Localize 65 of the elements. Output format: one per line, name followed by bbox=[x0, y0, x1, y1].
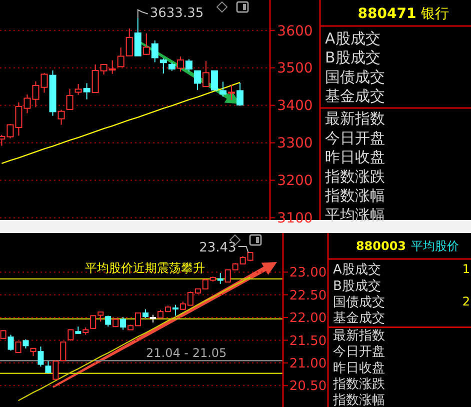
candlestick bbox=[66, 88, 74, 110]
candlestick bbox=[228, 84, 235, 101]
category-label: 指数涨跌 bbox=[324, 167, 385, 186]
candlestick bbox=[15, 342, 22, 353]
annotation: 23.43 bbox=[199, 240, 236, 256]
y-tick-label: 3600 bbox=[277, 23, 313, 40]
candlestick bbox=[120, 316, 126, 330]
candlestick bbox=[160, 58, 167, 74]
annotation: 3633.35 bbox=[150, 6, 204, 21]
category-label: B股成交 bbox=[333, 278, 381, 294]
data-label: 1 bbox=[462, 262, 470, 276]
category-label: A股成交 bbox=[333, 262, 381, 278]
candlestick bbox=[45, 360, 52, 374]
category-label: B股成交 bbox=[325, 48, 380, 67]
data-label: 2 bbox=[462, 294, 470, 309]
candlestick bbox=[83, 82, 90, 100]
y-tick-label: 21.50 bbox=[289, 334, 327, 349]
candlestick bbox=[172, 304, 178, 316]
category-label: 指数涨幅 bbox=[332, 393, 385, 407]
candlestick bbox=[8, 334, 14, 352]
category-label: 国债成交 bbox=[333, 294, 385, 310]
category-label: 平均涨幅 bbox=[325, 206, 385, 224]
candlestick bbox=[151, 40, 158, 63]
candlestick bbox=[236, 82, 244, 106]
candlestick bbox=[58, 109, 65, 126]
category-label: 今日开盘 bbox=[333, 344, 385, 360]
candlestick bbox=[134, 17, 142, 56]
y-tick-label: 3200 bbox=[277, 173, 313, 190]
text: 880003 bbox=[356, 239, 406, 254]
y-tick-label: 20.50 bbox=[289, 379, 327, 394]
y-tick-label: 3400 bbox=[277, 98, 313, 114]
line-series bbox=[1, 82, 241, 164]
candlestick bbox=[217, 272, 224, 284]
candlestick bbox=[74, 83, 82, 96]
candlestick bbox=[142, 32, 150, 56]
candlestick bbox=[22, 338, 29, 349]
category-label: 指数涨跌 bbox=[332, 376, 385, 392]
annotation: 21.04 - 21.05 bbox=[146, 346, 227, 360]
y-tick-label: 23.00 bbox=[289, 266, 327, 281]
category-label: 昨日收盘 bbox=[325, 148, 385, 166]
y-tick-label: 22.00 bbox=[289, 311, 327, 326]
category-label: 基金成交 bbox=[325, 87, 385, 106]
category-label: 国债成交 bbox=[325, 68, 385, 86]
category-label: 最新指数 bbox=[325, 109, 385, 128]
candlestick bbox=[202, 60, 210, 88]
text: 银行 bbox=[420, 6, 450, 22]
y-tick-label: 21.00 bbox=[289, 356, 327, 372]
candlestick bbox=[38, 346, 44, 368]
category-label: 昨日收盘 bbox=[333, 360, 385, 376]
category-label: A股成交 bbox=[325, 29, 380, 48]
annotation: 平均股价近期震荡攀升 bbox=[85, 261, 205, 275]
text: 880471 bbox=[358, 6, 416, 22]
y-tick-label: 3500 bbox=[277, 60, 313, 77]
text: 平均股价 bbox=[411, 239, 460, 254]
candlestick bbox=[194, 70, 201, 90]
candlestick bbox=[185, 58, 192, 72]
candlestick bbox=[40, 72, 48, 94]
candlestick bbox=[105, 315, 112, 328]
y-tick-label: 22.50 bbox=[289, 288, 327, 304]
y-tick-label: 3300 bbox=[277, 136, 313, 152]
category-label: 最新指数 bbox=[333, 328, 385, 344]
category-label: 指数涨幅 bbox=[324, 186, 385, 205]
candlestick bbox=[176, 56, 184, 72]
category-label: 基金成交 bbox=[333, 310, 385, 326]
category-label: 今日开盘 bbox=[325, 128, 385, 147]
